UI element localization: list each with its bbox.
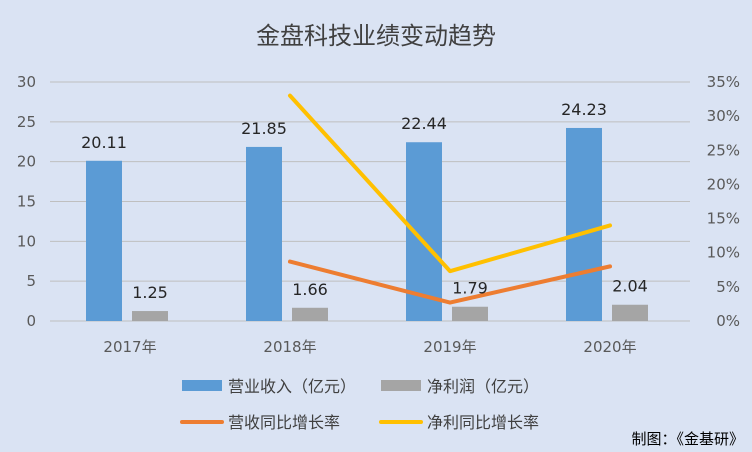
- bar-value-label: 2.04: [612, 277, 648, 296]
- y-right-tick-label: 0%: [716, 312, 740, 330]
- y-left-tick-label: 5: [26, 272, 36, 290]
- bar-value-label: 20.11: [81, 133, 127, 152]
- legend-label: 净利润（亿元）: [427, 377, 539, 396]
- y-left-tick-label: 10: [17, 232, 36, 250]
- y-left-tick-label: 20: [17, 153, 36, 171]
- bar: [292, 307, 328, 321]
- chart-title: 金盘科技业绩变动趋势: [256, 22, 496, 50]
- y-right-tick-label: 10%: [707, 244, 740, 262]
- legend-label: 营业收入（亿元）: [228, 377, 356, 396]
- y-left-tick-label: 15: [17, 193, 36, 211]
- y-left-tick-label: 0: [26, 312, 36, 330]
- x-tick-label: 2020年: [583, 338, 636, 356]
- bar: [246, 146, 282, 321]
- legend-label: 营收同比增长率: [228, 413, 340, 432]
- y-left-tick-label: 30: [17, 73, 36, 91]
- legend: 营业收入（亿元） 净利润（亿元） 营收同比增长率 净利同比增长率: [180, 377, 539, 432]
- x-tick-label: 2018年: [263, 338, 316, 356]
- legend-label: 净利同比增长率: [427, 413, 539, 432]
- y-right-tick-label: 25%: [707, 141, 740, 159]
- y-right-tick-label: 5%: [716, 278, 740, 296]
- bar: [132, 311, 168, 321]
- y-axis-right: 0% 5% 10% 15% 20% 25% 30% 35%: [707, 73, 740, 330]
- y-right-tick-label: 35%: [707, 73, 740, 91]
- x-tick-label: 2017年: [103, 338, 156, 356]
- bar: [86, 160, 122, 321]
- bar-value-label: 1.66: [292, 280, 328, 299]
- bar-value-label: 22.44: [401, 114, 447, 133]
- source-credit: 制图：《金基研》: [631, 430, 744, 448]
- y-axis-left: 0 5 10 15 20 25 30: [17, 73, 36, 330]
- legend-swatch: [381, 380, 421, 391]
- bar: [566, 127, 602, 321]
- bar: [452, 306, 488, 321]
- legend-swatch: [182, 380, 222, 391]
- bar-value-label: 21.85: [241, 119, 287, 138]
- line-series-path: [288, 93, 612, 274]
- bar-value-label: 1.79: [452, 279, 488, 298]
- bar-value-label: 1.25: [132, 283, 168, 302]
- y-right-tick-label: 20%: [707, 175, 740, 193]
- y-right-tick-label: 15%: [707, 210, 740, 228]
- x-tick-label: 2019年: [423, 338, 476, 356]
- bar-value-label: 24.23: [561, 100, 607, 119]
- bar: [612, 304, 648, 321]
- y-left-tick-label: 25: [17, 113, 36, 131]
- line-series: [288, 93, 612, 305]
- data-labels: 20.11 21.85 22.44 24.23 1.25 1.66 1.79 2.04: [81, 100, 648, 302]
- x-axis: 2017年 2018年 2019年 2020年: [103, 338, 636, 356]
- y-right-tick-label: 30%: [707, 107, 740, 125]
- line-series-path: [288, 259, 612, 305]
- bar-series: [86, 127, 648, 321]
